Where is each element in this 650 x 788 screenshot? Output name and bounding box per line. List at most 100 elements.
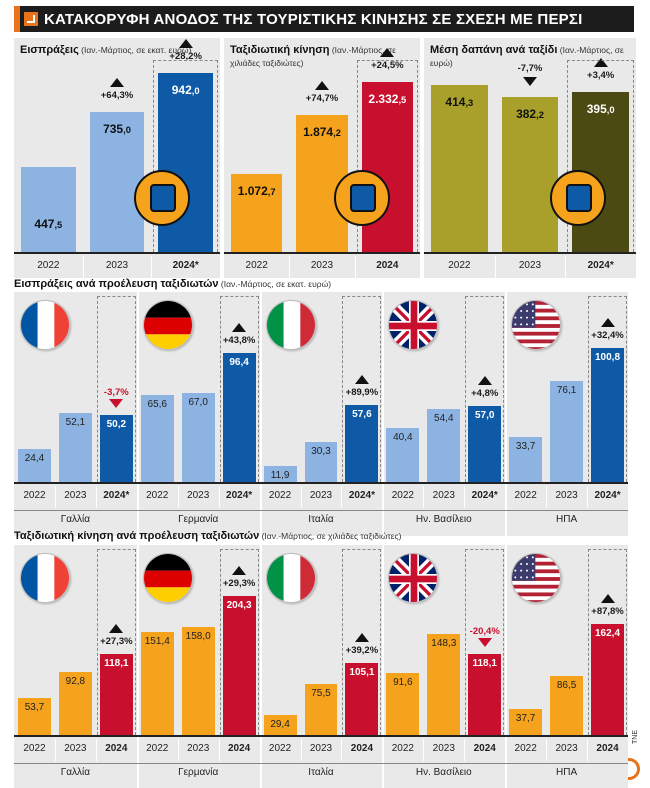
country-label: Ιταλία: [308, 514, 334, 525]
tick-divider: [464, 739, 466, 761]
change-label: -3,7%: [103, 387, 129, 399]
bar-germany-2022: [140, 631, 174, 735]
arrow-up-icon: [380, 47, 395, 57]
value-label: 148,3: [431, 637, 457, 649]
arrow-up-icon: [178, 39, 193, 49]
spending-icon: [550, 170, 606, 226]
bar-usa-2022: [509, 437, 543, 482]
change-label: +74,7%: [305, 93, 339, 105]
bar-usa-2024: [591, 624, 624, 735]
change-label: +29,3%: [222, 577, 256, 589]
arrow-up-icon: [232, 323, 247, 333]
group-divider: [259, 292, 262, 536]
change-label: +27,3%: [100, 636, 133, 648]
value-label: 29,4: [270, 718, 290, 730]
x-tick-label: 2023: [432, 490, 455, 501]
panel-title: Ταξιδιωτική κίνηση (Ιαν.-Μάρτιος, σε χιλ…: [230, 44, 420, 70]
bar-italy-2023: [304, 441, 338, 482]
tick-divider: [54, 739, 56, 761]
baseline: [424, 252, 636, 254]
section-title-main: Εισπράξεις ανά προέλευση ταξιδιωτών: [14, 278, 219, 290]
credit-label: ΤΝΕ: [632, 730, 639, 744]
germany-flag-icon: [142, 553, 193, 603]
highlight-frame: [342, 549, 382, 735]
section-title: Ταξιδιωτική κίνηση ανά προέλευση ταξιδιω…: [14, 530, 401, 542]
value-label: 204,3: [226, 599, 252, 611]
tick-divider: [177, 486, 179, 508]
highlight-frame: [219, 549, 259, 735]
baseline: [14, 735, 628, 737]
value-label: 1.874,2: [303, 125, 341, 140]
value-label: 162,4: [595, 628, 621, 640]
tick-divider: [341, 739, 343, 761]
bar-italy-2023: [304, 683, 338, 735]
x-tick-label: 2024: [473, 743, 496, 754]
divider: [82, 256, 84, 278]
x-tick-label: 2022: [268, 490, 292, 501]
bar-germany-2023: [181, 392, 215, 482]
x-tick-label: 2023: [555, 490, 578, 501]
highlight-frame: [356, 60, 418, 252]
value-label: 92,8: [65, 675, 86, 687]
value-label: 33,7: [515, 441, 536, 453]
divider: [289, 256, 291, 278]
value-label: 50,2: [106, 419, 127, 431]
usa-flag-icon: [511, 300, 562, 350]
x-tick-label: 2023: [432, 743, 455, 754]
panel-subtitle: (Ιαν.-Μάρτιος, σε ευρώ): [430, 45, 624, 68]
country-label: Ην. Βασίλειο: [415, 767, 472, 778]
baseline: [14, 252, 220, 254]
country-label: ΗΠΑ: [556, 514, 578, 525]
x-tick-label: 2023: [310, 260, 334, 271]
x-tick-label: 2023: [64, 490, 87, 501]
change-label: +28,2%: [169, 51, 202, 63]
change-label: +3,4%: [587, 70, 615, 82]
change-label: -7,7%: [517, 63, 543, 75]
baseline: [224, 252, 420, 254]
bar-france-2022: [18, 449, 51, 482]
x-tick-label: 2022: [146, 490, 169, 501]
value-label: 54,4: [434, 413, 454, 425]
icon-glyph: [150, 184, 176, 212]
bar-uk-2024*: [468, 406, 502, 482]
france-flag-icon: [20, 553, 70, 603]
country-label: Γερμανία: [178, 767, 219, 778]
divider: [354, 256, 356, 278]
x-tick-label: 2022: [391, 490, 414, 501]
separator-line: [14, 763, 628, 764]
x-tick-label: 2024*: [172, 260, 199, 271]
value-label: 52,1: [65, 416, 86, 428]
highlight-frame: [465, 549, 505, 735]
highlight-frame: [96, 296, 136, 482]
icon-glyph: [566, 184, 592, 212]
x-tick-label: 2022: [23, 490, 46, 501]
tick-divider: [587, 486, 589, 508]
bar-uk-2022: [386, 428, 420, 482]
x-tick-label: 2023: [518, 260, 542, 271]
value-label: 151,4: [144, 635, 170, 647]
bar-uk-2023: [427, 633, 461, 735]
panel-title-main: Ταξιδιωτική κίνηση: [230, 44, 330, 56]
change-label: +32,4%: [591, 329, 624, 341]
value-label: 67,0: [188, 396, 208, 408]
tick-divider: [587, 739, 589, 761]
bar-france-2023: [58, 671, 92, 735]
tick-divider: [546, 486, 548, 508]
bar-2022: [431, 84, 488, 252]
highlight-frame: [465, 296, 505, 482]
x-tick-label: 2022: [37, 260, 60, 271]
x-tick-label: 2022: [514, 743, 537, 754]
change-label: +87,8%: [591, 606, 624, 618]
highlight-frame: [219, 296, 259, 482]
country-label: Γαλλία: [60, 767, 91, 778]
x-tick-label: 2023: [309, 743, 333, 754]
highlight-frame: [153, 60, 218, 252]
tick-divider: [423, 739, 425, 761]
section-title-main: Ταξιδιωτική κίνηση ανά προέλευση ταξιδιω…: [14, 530, 260, 542]
bar-germany-2023: [181, 627, 215, 735]
x-tick-label: 2024*: [471, 490, 498, 501]
bar-germany-2024*: [222, 353, 256, 482]
arrow-down-icon: [477, 638, 492, 648]
x-tick-label: 2024: [105, 743, 128, 754]
bar-france-2022: [18, 698, 51, 735]
